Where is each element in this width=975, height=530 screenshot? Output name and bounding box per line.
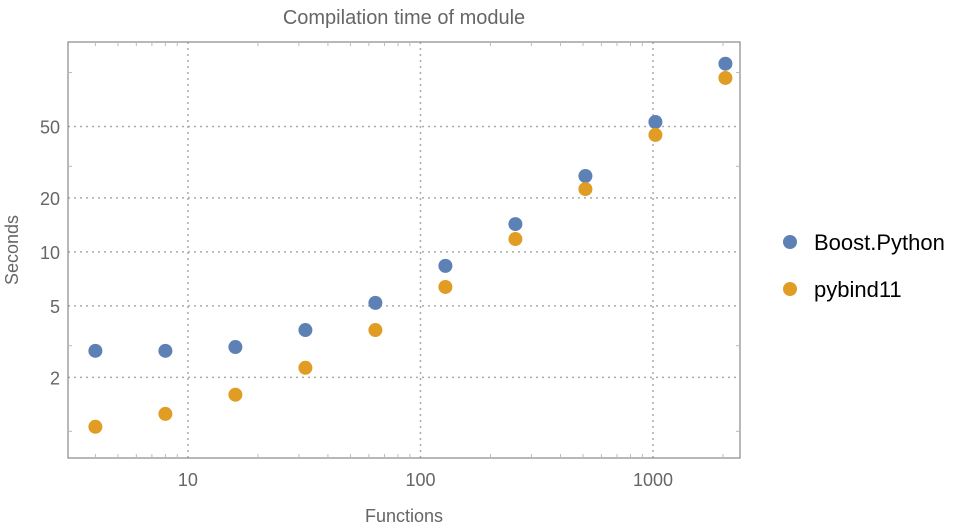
legend-label-boost-python: Boost.Python bbox=[814, 230, 945, 255]
x-axis-label: Functions bbox=[365, 506, 443, 525]
data-point-boost-python bbox=[718, 56, 733, 71]
legend-marker-boost-python bbox=[783, 235, 797, 249]
data-point-boost-python bbox=[158, 343, 173, 358]
plot-frame bbox=[67, 41, 741, 459]
data-point-pybind11 bbox=[228, 387, 243, 402]
ticks: 10 100 1000 2 5 10 20 50 bbox=[40, 42, 740, 490]
chart-title: Compilation time of module bbox=[283, 7, 525, 29]
data-point-boost-python bbox=[368, 295, 383, 310]
data-point-pybind11 bbox=[718, 70, 733, 85]
grid bbox=[68, 42, 740, 458]
y-tick-label: 10 bbox=[40, 243, 60, 263]
data-point-boost-python bbox=[578, 169, 593, 184]
data-point-boost-python bbox=[228, 340, 243, 355]
data-point-boost-python bbox=[648, 115, 663, 130]
data-point-pybind11 bbox=[88, 419, 103, 434]
data-point-boost-python bbox=[438, 258, 453, 273]
legend: Boost.Python pybind11 bbox=[783, 230, 945, 302]
data-point-pybind11 bbox=[158, 406, 173, 421]
data-point-boost-python bbox=[88, 343, 103, 358]
x-tick-label: 100 bbox=[405, 470, 435, 490]
data-point-pybind11 bbox=[578, 182, 593, 197]
data-point-boost-python bbox=[508, 217, 523, 232]
points bbox=[88, 56, 733, 434]
y-tick-label: 2 bbox=[50, 368, 60, 388]
data-point-pybind11 bbox=[368, 323, 383, 338]
data-point-boost-python bbox=[298, 323, 313, 338]
y-tick-label: 5 bbox=[50, 297, 60, 317]
x-tick-label: 1000 bbox=[633, 470, 673, 490]
legend-label-pybind11: pybind11 bbox=[814, 277, 902, 302]
x-tick-label: 10 bbox=[178, 470, 198, 490]
data-point-pybind11 bbox=[298, 360, 313, 375]
y-tick-label: 50 bbox=[40, 118, 60, 138]
data-point-pybind11 bbox=[508, 232, 523, 247]
y-axis-label: Seconds bbox=[2, 215, 22, 285]
data-point-pybind11 bbox=[648, 127, 663, 142]
data-point-pybind11 bbox=[438, 279, 453, 294]
legend-marker-pybind11 bbox=[783, 282, 797, 296]
y-tick-label: 20 bbox=[40, 189, 60, 209]
